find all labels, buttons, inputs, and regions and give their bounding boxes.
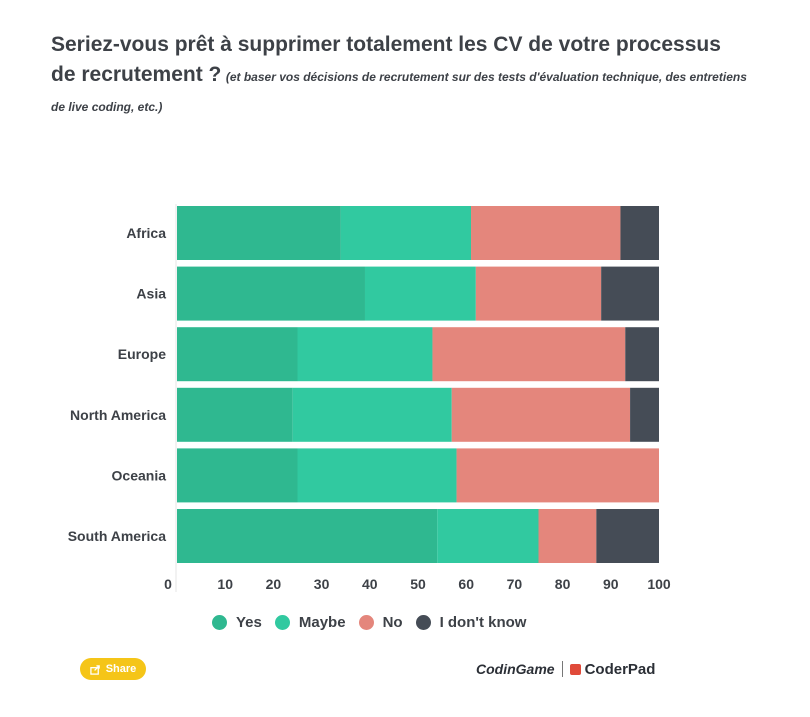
category-label-south-america: South America [68,528,166,544]
x-tick-label-10: 10 [217,576,233,592]
x-tick-label-80: 80 [555,576,571,592]
bar-oceania-maybe[interactable] [297,448,457,503]
x-tick-label-20: 20 [266,576,282,592]
category-label-europe: Europe [118,346,166,362]
x-tick-label-40: 40 [362,576,378,592]
bar-south-america-yes[interactable] [177,509,438,563]
codingame-logo: CodinGame [476,661,555,677]
category-label-africa: Africa [126,225,166,241]
coderpad-logo-icon [569,663,581,675]
bar-asia-no[interactable] [475,266,602,321]
x-tick-label-30: 30 [314,576,330,592]
chart-subtitle: (et baser vos décisions de recrutement s… [51,70,747,114]
legend-dot-dont-know [415,615,431,630]
chart-title-main: Seriez-vous prêt à supprimer totalement … [51,33,721,86]
legend-label-no: No [382,614,403,631]
bar-africa-i-don-t-know[interactable] [620,206,659,260]
bar-africa-maybe[interactable] [340,206,472,260]
bar-north-america-yes[interactable] [177,387,293,442]
brand-divider [561,661,563,677]
bar-asia-maybe[interactable] [364,266,476,321]
legend-label-maybe: Maybe [298,614,346,631]
bar-south-america-i-don-t-know[interactable] [596,509,659,563]
coderpad-logo: CoderPad [584,660,656,678]
bar-europe-i-don-t-know[interactable] [625,327,659,382]
category-label-north-america: North America [70,407,166,423]
bar-north-america-no[interactable] [451,387,631,442]
legend-dot-maybe [274,615,290,630]
share-icon [89,664,100,675]
x-tick-label-60: 60 [458,576,474,592]
share-label: Share [105,663,137,675]
bar-south-america-no[interactable] [538,509,597,563]
bars-group [177,206,659,563]
x-tick-label-100: 100 [647,576,671,592]
category-label-asia: Asia [136,286,166,302]
brand-logos: CodinGame CoderPad [476,659,655,679]
bar-asia-i-don-t-know[interactable] [601,266,659,321]
bar-europe-maybe[interactable] [297,327,433,382]
x-ticks-group: 0 10 20 30 40 50 60 70 80 90 100 [164,204,671,592]
category-labels-group: Africa Asia Europe North America Oceania Sout… [68,225,166,544]
bar-south-america-maybe[interactable] [437,509,539,563]
bar-europe-yes[interactable] [177,327,298,382]
chart-legend: Yes Maybe No I don't know [212,614,539,631]
chart-title: Seriez-vous prêt à supprimer totalement … [51,30,751,122]
bar-oceania-yes[interactable] [177,448,298,503]
x-tick-label-70: 70 [507,576,523,592]
legend-item-no[interactable]: No [358,614,403,631]
category-label-oceania: Oceania [112,467,167,483]
legend-item-dont-know[interactable]: I don't know [415,614,527,631]
x-tick-label-90: 90 [603,576,619,592]
bar-asia-yes[interactable] [177,266,365,321]
legend-label-yes: Yes [236,614,262,631]
share-button[interactable]: Share [80,658,146,680]
legend-dot-no [358,615,374,630]
legend-item-maybe[interactable]: Maybe [274,614,346,631]
legend-label-dont-know: I don't know [439,614,527,631]
bar-oceania-no[interactable] [456,448,659,503]
bar-north-america-maybe[interactable] [292,387,452,442]
x-tick-label-0: 0 [164,576,172,592]
legend-dot-yes [212,615,227,630]
bar-africa-yes[interactable] [177,206,341,260]
x-tick-label-50: 50 [410,576,426,592]
bar-europe-no[interactable] [432,327,626,382]
legend-item-yes[interactable]: Yes [212,614,262,631]
bar-africa-no[interactable] [471,206,621,260]
bar-north-america-i-don-t-know[interactable] [630,387,659,442]
